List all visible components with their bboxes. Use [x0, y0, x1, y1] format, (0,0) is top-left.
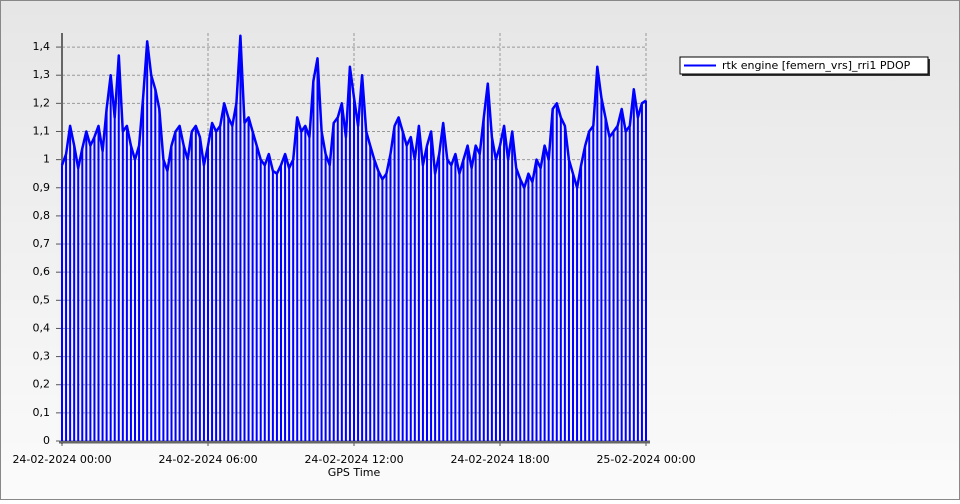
y-tick-label: 0,7: [33, 237, 51, 250]
y-tick-label: 0,4: [33, 321, 51, 334]
x-tick-label: 24-02-2024 12:00: [304, 453, 403, 466]
y-tick-label: 0,1: [33, 406, 51, 419]
y-tick-label: 1,2: [33, 96, 51, 109]
y-tick-label: 0,6: [33, 265, 51, 278]
y-tick-label: 0,3: [33, 350, 51, 363]
x-tick-label: 25-02-2024 00:00: [596, 453, 695, 466]
legend: rtk engine [femern_vrs]_rri1 PDOP: [679, 56, 930, 76]
y-tick-label: 0,5: [33, 293, 51, 306]
legend-box: [679, 56, 929, 75]
y-tick-label: 0,8: [33, 209, 51, 222]
series-line: [60, 34, 647, 190]
y-tick-label: 1,1: [33, 124, 51, 137]
x-tick-label: 24-02-2024 00:00: [12, 453, 111, 466]
y-tick-label: 0,9: [33, 181, 51, 194]
y-tick-label: 1: [43, 153, 50, 166]
legend-label: rtk engine [femern_vrs]_rri1 PDOP: [722, 59, 911, 72]
x-tick-label: 24-02-2024 06:00: [158, 453, 257, 466]
y-tick-label: 1,3: [33, 68, 51, 81]
y-tick-label: 0,2: [33, 378, 51, 391]
y-tick-label: 1,4: [33, 40, 51, 53]
x-axis-label: GPS Time: [328, 466, 381, 479]
y-tick-label: 0: [43, 434, 50, 447]
x-tick-label: 24-02-2024 18:00: [450, 453, 549, 466]
